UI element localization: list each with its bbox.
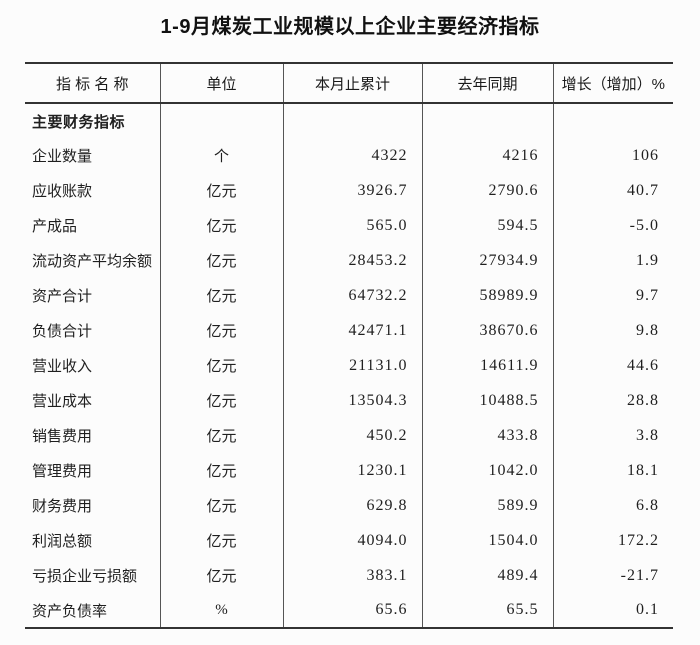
- cell-cumulative: 21131.0: [282, 348, 422, 383]
- cell-last-year: 58989.9: [421, 278, 553, 313]
- cell-last-year: 10488.5: [421, 383, 553, 418]
- header-row: 指 标 名 称 单位 本月止累计 去年同期 增长（增加）%: [25, 63, 673, 103]
- cell-indicator-name: 亏损企业亏损额: [32, 569, 138, 585]
- cell-cumulative: 64732.2: [282, 278, 422, 313]
- indicators-table: 指 标 名 称 单位 本月止累计 去年同期 增长（增加）% 主要财务指标 企业数…: [25, 62, 673, 629]
- cell-cumulative: 450.2: [282, 418, 422, 453]
- table-row: 营业成本 亿元 13504.3 10488.5 28.8: [25, 383, 673, 418]
- cell-growth: 3.8: [552, 418, 673, 453]
- cell-unit: 个: [159, 138, 283, 173]
- cell-cumulative: 383.1: [282, 558, 422, 593]
- cell-last-year: 1504.0: [421, 523, 553, 558]
- cell-unit: 亿元: [159, 173, 283, 208]
- cell-indicator-name: 管理费用: [32, 464, 93, 480]
- cell-growth: 1.9: [552, 243, 673, 278]
- cell-indicator-name: 负债合计: [32, 324, 93, 340]
- cell-growth: -5.0: [552, 208, 673, 243]
- table-row: 流动资产平均余额 亿元 28453.2 27934.9 1.9: [25, 243, 673, 278]
- cell-last-year: 594.5: [421, 208, 553, 243]
- cell-last-year: 65.5: [421, 593, 553, 628]
- section-empty-last-year: [421, 103, 553, 138]
- cell-cumulative: 65.6: [282, 593, 422, 628]
- cell-growth: 6.8: [552, 488, 673, 523]
- cell-last-year: 433.8: [421, 418, 553, 453]
- cell-growth: 9.7: [552, 278, 673, 313]
- table-row: 负债合计 亿元 42471.1 38670.6 9.8: [25, 313, 673, 348]
- cell-last-year: 589.9: [421, 488, 553, 523]
- cell-cumulative: 4322: [282, 138, 422, 173]
- cell-cumulative: 4094.0: [282, 523, 422, 558]
- cell-last-year: 2790.6: [421, 173, 553, 208]
- cell-unit: 亿元: [159, 348, 283, 383]
- table-row: 产成品 亿元 565.0 594.5 -5.0: [25, 208, 673, 243]
- header-unit: 单位: [159, 63, 283, 103]
- cell-unit: %: [159, 593, 283, 628]
- table-body: 主要财务指标 企业数量 个 4322 4216 106 应收账款 亿元 3926…: [25, 103, 673, 628]
- cell-last-year: 1042.0: [421, 453, 553, 488]
- cell-cumulative: 565.0: [282, 208, 422, 243]
- cell-growth: 9.8: [552, 313, 673, 348]
- cell-indicator-name: 营业收入: [32, 359, 93, 375]
- cell-unit: 亿元: [159, 243, 283, 278]
- cell-indicator-name: 销售费用: [32, 429, 93, 445]
- cell-indicator-name: 流动资产平均余额: [32, 254, 153, 270]
- cell-unit: 亿元: [159, 523, 283, 558]
- page-title: 1-9月煤炭工业规模以上企业主要经济指标: [160, 16, 540, 38]
- cell-indicator-name: 资产负债率: [32, 603, 108, 620]
- cell-cumulative: 13504.3: [282, 383, 422, 418]
- header-growth: 增长（增加）%: [552, 63, 673, 103]
- table-row: 资产负债率 % 65.6 65.5 0.1: [25, 593, 673, 628]
- table-row: 亏损企业亏损额 亿元 383.1 489.4 -21.7: [25, 558, 673, 593]
- section-title: 主要财务指标: [32, 114, 126, 131]
- cell-unit: 亿元: [159, 313, 283, 348]
- section-empty-growth: [552, 103, 673, 138]
- cell-cumulative: 3926.7: [282, 173, 422, 208]
- cell-unit: 亿元: [159, 558, 283, 593]
- section-empty-cumulative: [282, 103, 422, 138]
- cell-unit: 亿元: [159, 383, 283, 418]
- header-cumulative: 本月止累计: [282, 63, 422, 103]
- cell-growth: 0.1: [552, 593, 673, 628]
- cell-indicator-name: 营业成本: [32, 394, 93, 410]
- cell-indicator-name: 利润总额: [32, 534, 93, 550]
- cell-unit: 亿元: [159, 208, 283, 243]
- section-row: 主要财务指标: [25, 103, 673, 138]
- cell-growth: 28.8: [552, 383, 673, 418]
- cell-growth: -21.7: [552, 558, 673, 593]
- cell-growth: 44.6: [552, 348, 673, 383]
- table-row: 资产合计 亿元 64732.2 58989.9 9.7: [25, 278, 673, 313]
- table-row: 应收账款 亿元 3926.7 2790.6 40.7: [25, 173, 673, 208]
- header-indicator-name: 指 标 名 称: [55, 75, 129, 93]
- cell-last-year: 38670.6: [421, 313, 553, 348]
- cell-last-year: 4216: [421, 138, 553, 173]
- cell-cumulative: 629.8: [282, 488, 422, 523]
- table-row: 营业收入 亿元 21131.0 14611.9 44.6: [25, 348, 673, 383]
- cell-unit: 亿元: [159, 418, 283, 453]
- cell-growth: 18.1: [552, 453, 673, 488]
- cell-last-year: 27934.9: [421, 243, 553, 278]
- cell-cumulative: 1230.1: [282, 453, 422, 488]
- table-row: 管理费用 亿元 1230.1 1042.0 18.1: [25, 453, 673, 488]
- cell-indicator-name: 企业数量: [32, 149, 93, 165]
- cell-indicator-name: 财务费用: [32, 499, 93, 515]
- cell-growth: 106: [552, 138, 673, 173]
- table-row: 销售费用 亿元 450.2 433.8 3.8: [25, 418, 673, 453]
- header-last-year: 去年同期: [421, 63, 553, 103]
- cell-cumulative: 28453.2: [282, 243, 422, 278]
- table-row: 利润总额 亿元 4094.0 1504.0 172.2: [25, 523, 673, 558]
- cell-last-year: 489.4: [421, 558, 553, 593]
- cell-unit: 亿元: [159, 488, 283, 523]
- cell-unit: 亿元: [159, 278, 283, 313]
- cell-cumulative: 42471.1: [282, 313, 422, 348]
- cell-growth: 172.2: [552, 523, 673, 558]
- cell-unit: 亿元: [159, 453, 283, 488]
- cell-indicator-name: 产成品: [32, 219, 78, 235]
- cell-last-year: 14611.9: [421, 348, 553, 383]
- section-empty-unit: [159, 103, 283, 138]
- cell-indicator-name: 资产合计: [32, 289, 93, 305]
- cell-indicator-name: 应收账款: [32, 184, 93, 200]
- table-row: 财务费用 亿元 629.8 589.9 6.8: [25, 488, 673, 523]
- cell-growth: 40.7: [552, 173, 673, 208]
- table-row: 企业数量 个 4322 4216 106: [25, 138, 673, 173]
